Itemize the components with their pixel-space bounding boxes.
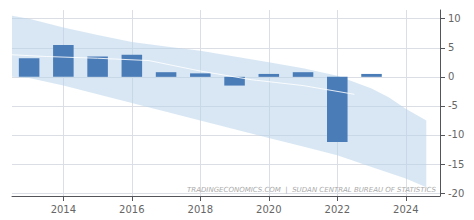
svg-text:2014: 2014 [51,204,76,215]
svg-text:-15: -15 [448,159,464,170]
svg-text:-10: -10 [448,129,464,140]
svg-text:10: 10 [448,13,461,24]
svg-text:-5: -5 [448,100,458,111]
svg-text:2022: 2022 [325,204,350,215]
svg-text:TRADINGECONOMICS.COM | SUDAN: TRADINGECONOMICS.COM | SUDAN CENTRAL BUR… [187,186,437,194]
svg-text:-20: -20 [448,188,464,199]
svg-text:0: 0 [448,71,454,82]
svg-text:2018: 2018 [188,204,213,215]
svg-text:2016: 2016 [119,204,144,215]
svg-text:5: 5 [448,42,454,53]
svg-text:2024: 2024 [393,204,418,215]
svg-text:2020: 2020 [256,204,281,215]
